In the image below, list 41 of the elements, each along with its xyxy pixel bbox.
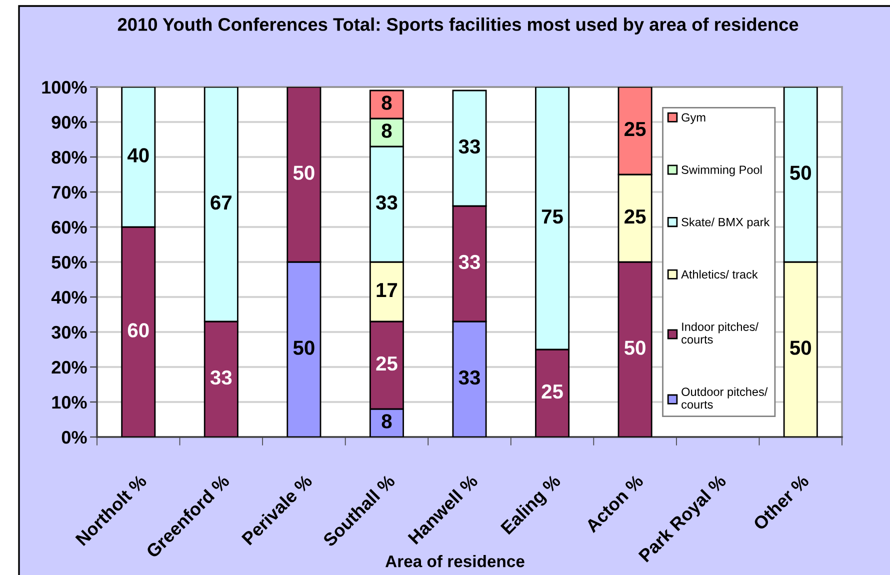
data-label: 25	[624, 209, 646, 224]
data-label: 25	[542, 384, 563, 399]
y-tick-label: 10%	[52, 396, 87, 409]
data-label: 50	[790, 166, 811, 180]
legend-label: Skate/ BMX park	[682, 218, 770, 229]
data-label: 33	[458, 254, 480, 270]
data-label: 33	[376, 195, 398, 210]
data-label: 50	[293, 340, 314, 355]
data-label: 17	[376, 283, 398, 297]
y-tick-label: 70%	[52, 186, 87, 199]
data-label: 60	[128, 323, 149, 338]
legend-label: Athletics/ track	[681, 270, 758, 279]
y-tick-label: 100%	[42, 80, 87, 94]
chart-title: 2010 Youth Conferences Total: Sports facilities most used by area of residence	[118, 18, 798, 34]
y-tick-label: 90%	[52, 116, 87, 129]
data-label: 33	[458, 139, 480, 154]
y-tick-label: 30%	[52, 326, 87, 339]
data-label: 8	[382, 96, 392, 110]
data-label: 67	[210, 195, 232, 210]
y-tick-label: 20%	[52, 360, 87, 374]
data-label: 8	[382, 414, 392, 428]
y-tick-label: 50%	[52, 256, 87, 269]
legend-label: Outdoor pitches/ courts	[682, 387, 768, 409]
data-label: 33	[458, 370, 480, 385]
y-tick-label: 40%	[51, 290, 87, 304]
legend-label: Gym	[682, 113, 706, 124]
legend-label: Swimming Pool	[682, 165, 762, 176]
data-label: 75	[542, 210, 563, 224]
data-label: 25	[624, 122, 646, 136]
x-axis-title: Area of residence	[385, 555, 524, 568]
y-tick-label: 80%	[52, 150, 87, 164]
data-label: 40	[127, 148, 149, 162]
data-label: 50	[624, 340, 646, 355]
y-tick-label: 0%	[62, 430, 87, 444]
data-label: 25	[376, 356, 398, 371]
data-label: 8	[382, 124, 392, 138]
data-label: 50	[293, 166, 314, 180]
y-tick-label: 60%	[52, 220, 87, 234]
data-label: 33	[210, 370, 232, 385]
data-label: 50	[790, 340, 811, 355]
legend-label: Indoor pitches/ courts	[682, 322, 759, 344]
